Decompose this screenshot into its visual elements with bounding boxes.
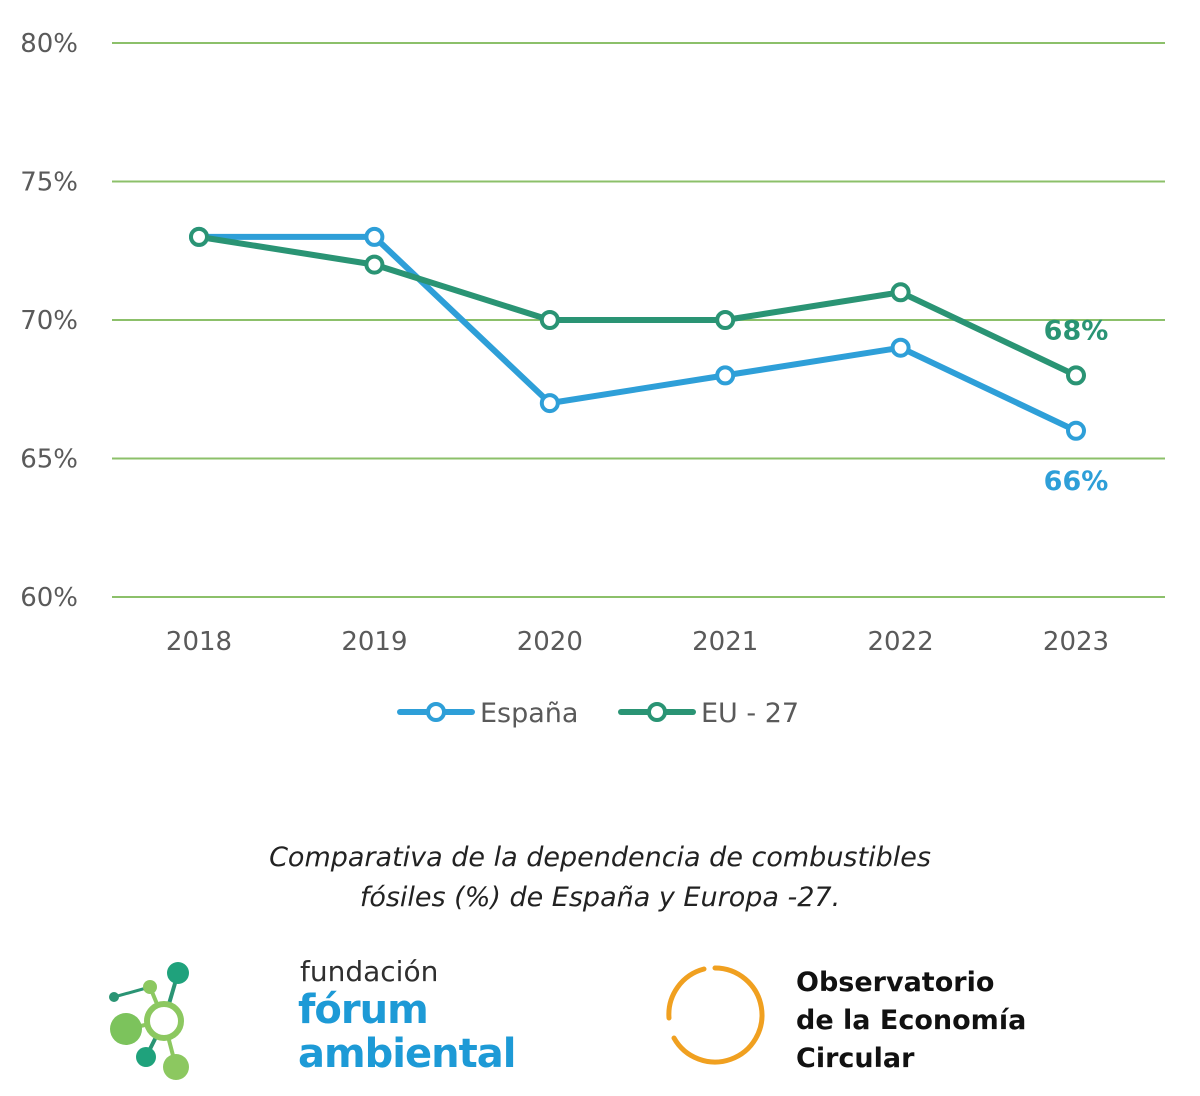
end-value-label: 66%	[1044, 466, 1109, 497]
logo-fundacion-text: fundación	[300, 955, 439, 988]
y-tick-label: 65%	[20, 445, 78, 475]
data-point	[715, 365, 736, 386]
logo-ambiental-text: ambiental	[298, 1031, 516, 1077]
data-point	[364, 254, 385, 275]
circle-ring-icon	[666, 965, 765, 1065]
y-tick-label: 60%	[20, 583, 78, 613]
line-chart: 80% 75% 70% 65% 60% 2018 2019 2020 2021 2022 2023…	[20, 29, 1165, 729]
data-point	[539, 310, 560, 330]
series-line	[196, 233, 1079, 379]
end-label-background	[1030, 459, 1122, 500]
data-point	[890, 282, 911, 303]
legend-label: EU - 27	[701, 698, 799, 729]
logo-observatorio-line-2: de la Economía	[796, 1005, 1027, 1036]
data-point	[539, 393, 560, 414]
logo-observatorio-line-1: Observatorio	[796, 967, 995, 998]
x-tick-label: 2019	[341, 627, 407, 657]
x-tick-label: 2018	[166, 627, 232, 657]
legend-marker	[647, 702, 667, 722]
data-point	[364, 226, 385, 247]
logo-observatorio-line-3: Circular	[796, 1043, 915, 1074]
legend-marker	[426, 702, 446, 722]
y-tick-label: 75%	[20, 168, 78, 198]
chart-caption: Comparativa de la dependencia de combust…	[0, 838, 1200, 918]
data-point	[189, 226, 209, 247]
data-point	[715, 310, 736, 330]
x-tick-label: 2023	[1043, 627, 1109, 657]
series-line	[196, 233, 1079, 434]
legend-label: España	[480, 698, 578, 729]
logo-forum-text: fórum	[298, 987, 429, 1033]
observatorio-economia-circular-logo: Observatorio de la Economía Circular	[660, 960, 1080, 1074]
fundacion-forum-ambiental-logo: fundación fórum ambiental	[100, 955, 516, 1085]
caption-line-1: Comparativa de la dependencia de combust…	[269, 842, 931, 873]
x-tick-label: 2020	[517, 627, 583, 657]
x-tick-label: 2022	[868, 627, 934, 657]
y-tick-label: 70%	[20, 306, 78, 336]
y-tick-label: 80%	[20, 29, 78, 59]
data-point	[1066, 365, 1086, 386]
molecule-icon	[109, 962, 189, 1080]
caption-line-2: fósiles (%) de España y Europa -27.	[359, 882, 841, 913]
data-point	[1066, 420, 1086, 441]
x-tick-label: 2021	[692, 627, 758, 657]
data-point	[890, 337, 911, 358]
end-value-label: 68%	[1044, 315, 1109, 346]
